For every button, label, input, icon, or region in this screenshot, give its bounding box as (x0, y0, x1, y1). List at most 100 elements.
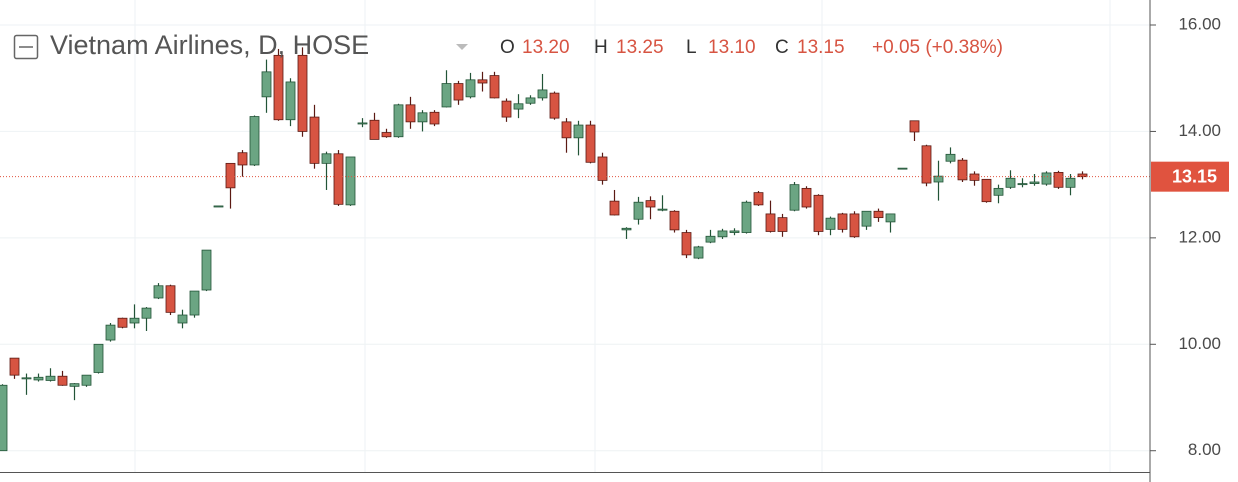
candle-body (465, 79, 476, 98)
candle-body (717, 230, 728, 238)
candle-body (189, 290, 200, 316)
candle-body (93, 343, 104, 373)
candle-body (897, 167, 908, 170)
candle-body (453, 83, 464, 101)
last-price-label: 13.15 (1172, 166, 1217, 186)
candle-body (297, 54, 308, 132)
candle-body (537, 89, 548, 99)
legend-value: 13.25 (616, 37, 664, 58)
legend-key: C (775, 37, 789, 58)
candle-body (765, 213, 776, 232)
legend-key: O (500, 37, 515, 58)
candle-body (513, 103, 524, 110)
candle-body (1017, 183, 1028, 186)
candle-body (489, 75, 500, 99)
plot-area (0, 47, 1150, 452)
candle-body (837, 213, 848, 230)
candle-body (321, 153, 332, 164)
candle-body (729, 230, 740, 233)
last-price-marker (1151, 161, 1229, 192)
candle-body (693, 246, 704, 259)
candle-body (573, 124, 584, 139)
candle-body (933, 175, 944, 183)
legend-change: +0.05 (+0.38%) (872, 37, 1003, 58)
candle-body (813, 194, 824, 232)
candle-body (201, 249, 212, 291)
y-tick-label: 12.00 (1178, 227, 1221, 246)
candle-body (225, 162, 236, 189)
candle-body (1077, 173, 1088, 178)
candle-body (957, 159, 968, 181)
candle-body (525, 97, 536, 104)
candle-body (0, 384, 8, 452)
candle-body (705, 235, 716, 243)
candle-body (1005, 177, 1016, 188)
candle-body (753, 192, 764, 206)
candle-body (357, 122, 368, 125)
candle-body (669, 210, 680, 231)
header: Vietnam Airlines, D, HOSE (13, 30, 468, 60)
legend-key: H (594, 37, 608, 58)
candle-body (105, 324, 116, 341)
candle-body (609, 200, 620, 216)
candle-body (177, 314, 188, 324)
candle-body (597, 156, 608, 181)
y-tick-label: 8.00 (1188, 440, 1221, 459)
candle-body (477, 79, 488, 84)
candle-body (381, 132, 392, 138)
candle-body (417, 112, 428, 123)
candle-body (393, 104, 404, 138)
candle-body (345, 156, 356, 206)
price-axis: 8.00 10.00 12.00 14.00 16.00 13.15 (1150, 14, 1229, 459)
candle-body (777, 217, 788, 232)
dropdown-arrow[interactable] (456, 44, 468, 50)
candle-body (249, 116, 260, 166)
candle-body (885, 213, 896, 223)
candle-body (153, 285, 164, 299)
candle-body (1065, 177, 1076, 188)
y-tick-label: 14.00 (1178, 121, 1221, 140)
candle-body (1029, 181, 1040, 184)
candle-body (261, 71, 272, 98)
candle-body (237, 152, 248, 166)
candle-body (9, 357, 20, 376)
chart-title: Vietnam Airlines, D, HOSE (50, 30, 369, 60)
candle-body (141, 307, 152, 319)
candle-body (117, 317, 128, 328)
candle-body (969, 173, 980, 181)
candle-body (405, 104, 416, 123)
y-tick-label: 10.00 (1178, 334, 1221, 353)
candle-body (501, 100, 512, 118)
candle-body (369, 119, 380, 140)
candle-body (585, 124, 596, 163)
candle-body (945, 153, 956, 162)
candle-body (21, 377, 32, 380)
candle-body (57, 375, 68, 386)
candle-body (165, 285, 176, 313)
candle-body (789, 184, 800, 211)
candle-body (633, 201, 644, 220)
candle-body (873, 210, 884, 219)
candle-body (69, 383, 80, 387)
candle-body (981, 178, 992, 203)
candle-body (309, 116, 320, 164)
candle-body (861, 210, 872, 227)
candle-body (561, 121, 572, 139)
candle-body (825, 217, 836, 230)
y-tick-label: 16.00 (1178, 14, 1221, 33)
candle-body (909, 120, 920, 133)
candle-body (441, 83, 452, 108)
candle-body (621, 227, 632, 231)
candle-body (81, 374, 92, 386)
ohlc-legend: O 13.20 H 13.25 L 13.10 C 13.15 +0.05 (+0.38%) (500, 37, 1003, 58)
candle-body (801, 187, 812, 208)
candle-body (45, 375, 56, 381)
candle-body (657, 208, 668, 211)
candle-body (285, 81, 296, 121)
candle-body (273, 54, 284, 121)
legend-value: 13.15 (797, 37, 845, 58)
legend-key: L (686, 37, 697, 58)
candle-body (741, 201, 752, 233)
legend-value: 13.20 (522, 37, 570, 58)
legend-value: 13.10 (708, 37, 756, 58)
